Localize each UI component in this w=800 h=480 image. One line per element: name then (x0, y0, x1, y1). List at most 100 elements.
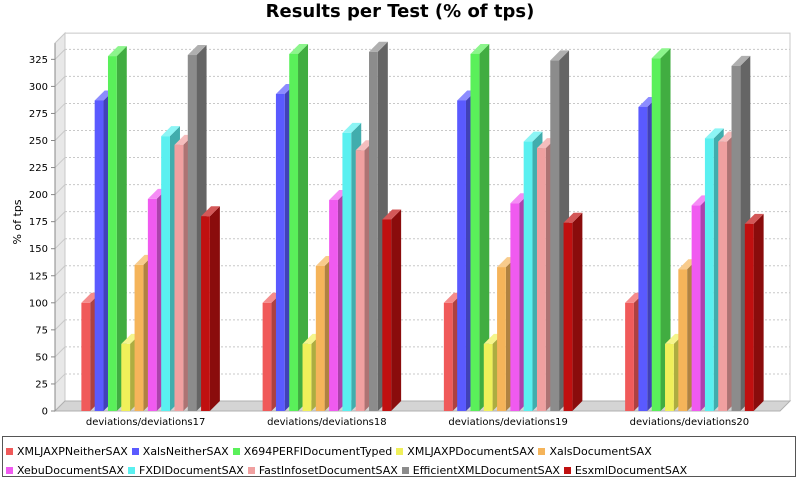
legend-label: FXDIDocumentSAX (139, 464, 244, 477)
bar-front (201, 216, 210, 411)
bar-front (718, 141, 728, 411)
gridline-side (54, 238, 66, 250)
bar-top (342, 122, 362, 133)
legend-item: EfficientXMLDocumentSAX (401, 463, 560, 479)
bar-front (704, 138, 714, 411)
bar-side (479, 43, 490, 411)
bar-front (107, 56, 117, 411)
legend-label: EsxmlDocumentSAX (574, 464, 688, 477)
legend-label: XMLJAXPDocumentSAX (407, 445, 535, 458)
bar-front (483, 343, 493, 411)
gridline-side (54, 346, 66, 358)
bar-front (497, 267, 506, 411)
y-tick-label: 25 (35, 379, 48, 390)
legend-item: XalsDocumentSAX (538, 444, 652, 460)
bar-top (731, 55, 751, 66)
legend-item: XMLJAXPDocumentSAX (396, 444, 534, 460)
bar-front (187, 55, 197, 411)
gridline-side (54, 103, 66, 114)
bar (382, 209, 402, 411)
bar-side (391, 209, 402, 411)
bar-front (289, 53, 299, 411)
bar-front (563, 222, 573, 411)
y-tick-label: 325 (29, 55, 48, 66)
legend-swatch (401, 467, 409, 474)
y-tick-label: 250 (29, 136, 48, 147)
bar-front (315, 266, 325, 411)
plot-side-wall (54, 31, 66, 413)
bar-front (651, 58, 661, 411)
legend-item: X694PERFIDocumentTyped (232, 444, 392, 460)
chart-plot: 0 25 50 75 100 125 150 175 200 225 250 275 300 325 de… (11, 31, 792, 428)
y-tick-label: 300 (29, 82, 48, 93)
bar-front (275, 93, 285, 411)
y-tick-label: 50 (35, 352, 48, 363)
legend-label: XMLJAXPNeitherSAX (17, 445, 128, 458)
legend-item: XebuDocumentSAX (6, 463, 124, 479)
bar-top (651, 48, 671, 59)
y-tick-label: 175 (29, 217, 48, 228)
legend: XMLJAXPNeitherSAX XalsNeitherSAX X694PERFI… (2, 436, 796, 477)
bar-front (510, 203, 520, 411)
y-tick-label: 225 (29, 163, 48, 174)
bar-side (116, 46, 127, 411)
bar-front (355, 150, 365, 411)
bar-front (161, 136, 170, 411)
legend-item: EsxmlDocumentSAX (563, 463, 688, 479)
bar-front (262, 302, 272, 411)
bar-side (660, 48, 671, 411)
bar-front (382, 219, 392, 411)
bar-top (704, 128, 724, 139)
x-category-label: deviations/deviations20 (630, 417, 749, 428)
bar-front (81, 302, 91, 411)
bar (201, 206, 220, 411)
legend-label: XebuDocumentSAX (17, 464, 124, 477)
y-tick-label: 125 (29, 271, 48, 282)
bar-front (121, 343, 131, 411)
gridline-side (54, 184, 66, 195)
bar-top (187, 45, 207, 56)
bar-front (174, 144, 184, 411)
gridline-side (54, 130, 66, 141)
bar (651, 48, 671, 411)
gridline-side (54, 211, 66, 223)
legend-label: XalsDocumentSAX (549, 445, 652, 458)
bar-top (550, 50, 570, 61)
bar-side (753, 213, 764, 411)
bar-top (523, 131, 543, 142)
x-category-label: deviations/deviations19 (448, 417, 567, 428)
legend-swatch (396, 448, 404, 455)
bar-front (536, 148, 546, 411)
bar-side (209, 206, 220, 411)
bar-top (470, 43, 490, 54)
bar-front (342, 132, 352, 411)
bar-front (94, 100, 104, 411)
gridline-side (54, 292, 66, 304)
bar-top (201, 206, 220, 217)
bar-top (161, 126, 180, 137)
legend-swatch (6, 448, 13, 455)
bar-top (289, 43, 309, 54)
bar-front (731, 65, 741, 411)
bar-front (470, 53, 480, 411)
bar-front (625, 302, 634, 411)
gridline-side (54, 48, 66, 60)
bar (744, 213, 764, 411)
legend-item: XalsNeitherSAX (131, 444, 229, 460)
bar-front (523, 141, 533, 411)
bar-side (298, 43, 309, 411)
legend-label: XalsNeitherSAX (142, 445, 229, 458)
bar-top (382, 209, 402, 220)
legend-swatch (247, 467, 255, 474)
legend-item: FXDIDocumentSAX (128, 463, 244, 479)
bar-front (147, 198, 157, 411)
bar-top (744, 213, 764, 224)
bar (289, 43, 309, 411)
y-tick-label: 0 (42, 407, 48, 418)
bar-front (691, 205, 701, 411)
gridline-side (54, 76, 66, 87)
legend-swatch (538, 448, 546, 455)
y-tick-label: 275 (29, 109, 48, 120)
bar-front (665, 343, 674, 411)
bar-top (563, 212, 583, 223)
